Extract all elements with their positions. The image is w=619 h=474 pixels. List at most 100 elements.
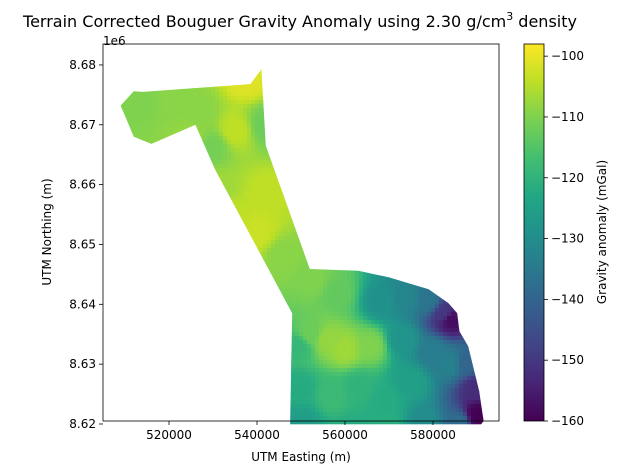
heatmap-cell	[259, 120, 264, 125]
heatmap-cell	[459, 128, 464, 133]
heatmap-cell	[135, 144, 140, 149]
heatmap-cell	[243, 69, 248, 73]
heatmap-cell	[307, 56, 311, 60]
heatmap-cell	[275, 244, 280, 249]
heatmap-cell	[279, 168, 284, 173]
heatmap-cell	[339, 176, 344, 181]
heatmap-cell	[307, 168, 312, 173]
heatmap-cell	[343, 80, 348, 85]
heatmap-cell	[215, 216, 220, 221]
heatmap-cell	[167, 164, 172, 169]
heatmap-cell	[343, 72, 348, 77]
heatmap-cell	[491, 96, 495, 100]
heatmap-cell	[467, 140, 472, 145]
heatmap-cell	[199, 60, 203, 64]
heatmap-cell	[391, 184, 396, 189]
heatmap-cell	[187, 60, 191, 64]
heatmap-cell	[419, 108, 424, 113]
heatmap-cell	[267, 80, 272, 85]
heatmap-cell	[463, 240, 468, 245]
heatmap-cell	[271, 192, 276, 197]
heatmap-cell	[463, 196, 468, 201]
heatmap-cell	[315, 160, 320, 165]
heatmap-cell	[327, 140, 332, 145]
heatmap-cell	[419, 52, 423, 56]
heatmap-cell	[271, 152, 276, 157]
heatmap-cell	[487, 204, 491, 208]
heatmap-cell	[443, 168, 448, 173]
heatmap-cell	[267, 208, 272, 213]
heatmap-cell	[327, 92, 332, 97]
heatmap-cell	[115, 132, 119, 136]
heatmap-cell	[315, 96, 320, 101]
heatmap-cell	[235, 244, 240, 249]
heatmap-cell	[151, 84, 156, 89]
heatmap-cell	[135, 224, 140, 229]
heatmap-cell	[151, 128, 156, 133]
heatmap-cell	[239, 136, 244, 141]
heatmap-cell	[331, 240, 336, 245]
heatmap-cell	[267, 180, 272, 185]
heatmap-cell	[339, 104, 344, 109]
heatmap-cell	[183, 112, 188, 117]
heatmap-cell	[115, 228, 119, 232]
heatmap-cell	[223, 56, 227, 60]
heatmap-cell	[287, 88, 292, 93]
heatmap-cell	[355, 224, 360, 229]
heatmap-cell	[251, 168, 256, 173]
heatmap-cell	[271, 80, 276, 85]
heatmap-cell	[203, 136, 208, 141]
heatmap-cell	[235, 92, 240, 97]
heatmap-cell	[111, 52, 115, 56]
heatmap-cell	[291, 76, 296, 81]
heatmap-cell	[143, 240, 148, 245]
heatmap-cell	[431, 92, 436, 97]
heatmap-cell	[147, 104, 152, 109]
heatmap-cell	[127, 44, 131, 48]
heatmap-cell	[107, 220, 111, 224]
heatmap-cell	[467, 92, 472, 97]
heatmap-cell	[443, 160, 448, 165]
heatmap-cell	[147, 64, 151, 68]
heatmap-cell	[455, 92, 460, 97]
heatmap-cell	[419, 76, 424, 81]
heatmap-cell	[191, 148, 196, 153]
heatmap-cell	[111, 64, 115, 68]
heatmap-cell	[491, 124, 495, 128]
heatmap-cell	[167, 212, 172, 217]
heatmap-cell	[227, 176, 232, 181]
heatmap-cell	[195, 120, 200, 125]
heatmap-cell	[120, 92, 124, 97]
heatmap-cell	[255, 132, 260, 137]
heatmap-cell	[135, 136, 140, 141]
heatmap-cell	[359, 164, 364, 169]
heatmap-cell	[403, 72, 408, 77]
heatmap-cell	[139, 144, 144, 149]
heatmap-cell	[307, 88, 312, 93]
heatmap-cell	[159, 244, 164, 249]
heatmap-cell	[199, 244, 204, 249]
heatmap-cell	[371, 76, 376, 81]
heatmap-cell	[375, 220, 380, 225]
heatmap-cell	[387, 184, 392, 189]
heatmap-cell	[131, 64, 135, 68]
heatmap-cell	[487, 52, 491, 56]
heatmap-cell	[323, 160, 328, 165]
heatmap-cell	[215, 64, 219, 68]
heatmap-cell	[207, 116, 212, 121]
heatmap-cell	[371, 128, 376, 133]
heatmap-cell	[251, 124, 256, 129]
heatmap-cell	[311, 96, 316, 101]
heatmap-cell	[315, 148, 320, 153]
heatmap-cell	[147, 88, 152, 93]
heatmap-cell	[239, 112, 244, 117]
heatmap-cell	[395, 228, 400, 233]
heatmap-cell	[483, 212, 484, 217]
heatmap-cell	[399, 104, 404, 109]
heatmap-cell	[487, 212, 491, 216]
heatmap-cell	[235, 64, 239, 68]
heatmap-cell	[479, 48, 483, 52]
heatmap-cell	[175, 204, 180, 209]
heatmap-cell	[207, 232, 212, 237]
heatmap-cell	[120, 176, 124, 181]
